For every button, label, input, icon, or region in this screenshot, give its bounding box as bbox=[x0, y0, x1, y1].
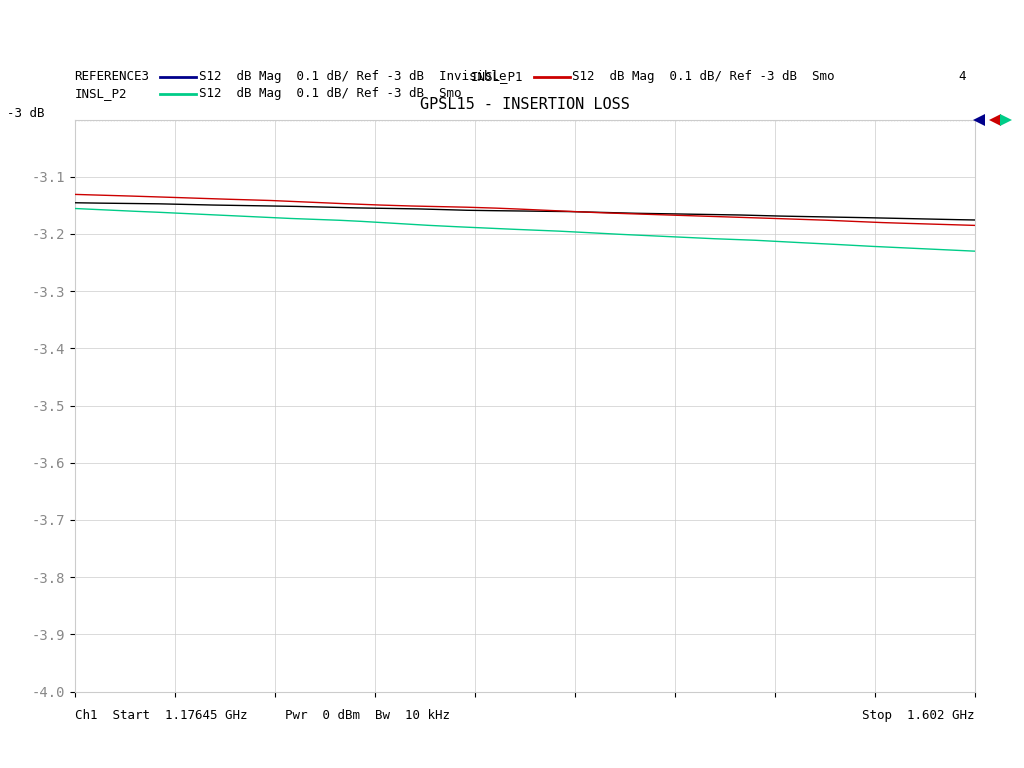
Text: -3 dB: -3 dB bbox=[7, 107, 44, 120]
Text: Ch1  Start  1.17645 GHz     Pwr  0 dBm  Bw  10 kHz: Ch1 Start 1.17645 GHz Pwr 0 dBm Bw 10 kH… bbox=[75, 709, 450, 722]
Text: 4: 4 bbox=[958, 70, 966, 83]
Text: REFERENCE3: REFERENCE3 bbox=[75, 70, 150, 83]
Text: S12  dB Mag  0.1 dB/ Ref -3 dB  Smo: S12 dB Mag 0.1 dB/ Ref -3 dB Smo bbox=[572, 70, 835, 83]
Text: INSL_P2: INSL_P2 bbox=[75, 88, 127, 101]
Text: S12  dB Mag  0.1 dB/ Ref -3 dB  Invisible: S12 dB Mag 0.1 dB/ Ref -3 dB Invisible bbox=[199, 70, 506, 83]
Text: Stop  1.602 GHz: Stop 1.602 GHz bbox=[862, 709, 975, 722]
Title: GPSL15 - INSERTION LOSS: GPSL15 - INSERTION LOSS bbox=[420, 97, 630, 111]
Text: S12  dB Mag  0.1 dB/ Ref -3 dB  Smo: S12 dB Mag 0.1 dB/ Ref -3 dB Smo bbox=[199, 88, 461, 101]
Text: INSL_P1: INSL_P1 bbox=[471, 70, 523, 83]
